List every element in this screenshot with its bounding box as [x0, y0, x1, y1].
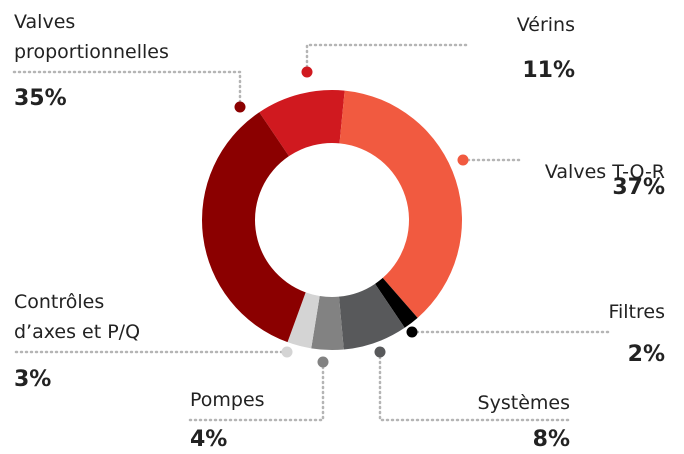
- slice-value-label: 3%: [14, 367, 52, 392]
- donut-segment: [375, 277, 418, 328]
- slice-value-label: 35%: [14, 86, 67, 111]
- leader-line: [305, 43, 472, 74]
- label-dot: [406, 326, 418, 338]
- slice-label: Valves proportionnelles: [14, 11, 169, 63]
- leader-line: [378, 350, 572, 422]
- donut-segment: [287, 292, 320, 349]
- slice-value-label: 11%: [522, 58, 575, 83]
- label-dot: [374, 346, 386, 358]
- label-dot: [317, 356, 329, 368]
- slice-value-label: 4%: [190, 427, 228, 452]
- slice-value-label: 2%: [627, 342, 665, 367]
- label-dot: [301, 66, 313, 78]
- slice-value-label: 37%: [612, 175, 665, 200]
- slice-value-label: 8%: [532, 427, 570, 452]
- slice-label: Filtres: [608, 301, 665, 323]
- slice-label: Pompes: [190, 389, 265, 411]
- donut-segment: [338, 283, 405, 350]
- slice-label: Contrôles d’axes et P/Q: [14, 291, 141, 343]
- leader-line: [188, 360, 325, 422]
- slice-label: Systèmes: [477, 392, 570, 414]
- label-dot: [281, 346, 293, 358]
- slice-label: Vérins: [516, 14, 575, 36]
- label-dot: [457, 154, 469, 166]
- donut-segment: [202, 112, 306, 343]
- donut-segment: [339, 90, 463, 318]
- slice-label: Valves T-O-R: [544, 161, 665, 183]
- label-dot: [234, 101, 246, 113]
- donut-segment: [311, 296, 344, 350]
- donut-segment: [259, 90, 345, 157]
- leader-line: [12, 70, 242, 109]
